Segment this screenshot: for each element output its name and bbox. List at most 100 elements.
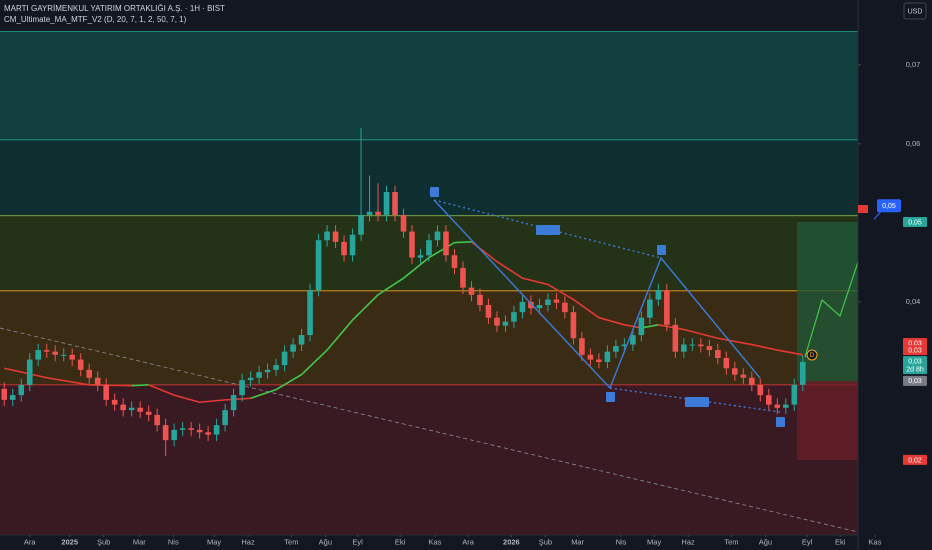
y-tick-label: 0,07 [906, 60, 921, 69]
price-badge-label: 0,03 [908, 378, 922, 385]
candle-body [604, 351, 611, 362]
stop-zone [797, 381, 858, 460]
pattern-d-label: D [810, 352, 815, 359]
x-tick-label: Kas [428, 537, 441, 546]
x-tick-label: Mar [133, 537, 146, 546]
callout-label: 0,05 [882, 203, 896, 210]
candle-body [137, 407, 143, 412]
x-tick-label: 2025 [61, 537, 78, 546]
candle-body [375, 211, 381, 215]
pattern-point [776, 417, 785, 427]
candle-body [706, 346, 713, 351]
candle-body [35, 350, 42, 360]
candle-body [349, 234, 356, 256]
candle-body [239, 380, 245, 396]
price-badge-label: 0,03 [908, 358, 922, 365]
level-zone [0, 290, 858, 385]
candle-body [26, 359, 33, 385]
x-tick-label: Ara [24, 537, 37, 546]
candle-body [681, 344, 687, 352]
candle-body [519, 301, 526, 313]
price-badge [903, 356, 927, 375]
candle-body [757, 384, 764, 396]
alert-flag [858, 205, 868, 213]
candle-body [596, 359, 602, 362]
candle-body [111, 399, 118, 405]
candle-body [672, 324, 679, 352]
candle-body [655, 290, 662, 300]
level-zone [0, 139, 858, 216]
candle-body [749, 377, 755, 385]
candle-body [621, 344, 628, 347]
candle-body [562, 302, 568, 313]
candle-body [128, 407, 135, 411]
pattern-leg [433, 199, 761, 390]
candle-body [315, 240, 322, 291]
ma-line [4, 367, 132, 387]
price-axis-background [858, 0, 932, 550]
candle-body [664, 290, 670, 325]
x-tick-label: Ara [462, 537, 475, 546]
candle-body [222, 410, 228, 426]
candle-body [774, 404, 781, 408]
x-tick-label: Eyl [802, 537, 813, 546]
candle-body [723, 357, 730, 369]
x-tick-label: Tem [724, 537, 738, 546]
x-tick-label: Şub [97, 537, 110, 546]
candle-body [256, 372, 262, 378]
candle-body [290, 344, 296, 352]
candle-body [460, 267, 466, 288]
currency-button[interactable] [903, 2, 927, 20]
candle-body [587, 354, 594, 360]
candle-body [494, 317, 500, 326]
candle-body [264, 369, 271, 373]
price-badge [903, 345, 927, 356]
x-tick-label: Eyl [352, 537, 363, 546]
pattern-point [657, 245, 666, 255]
price-badge-label: 0,02 [908, 457, 922, 464]
candle-body [434, 231, 441, 241]
x-tick-label: Haz [241, 537, 255, 546]
candle-body [698, 344, 704, 347]
candle-body [341, 241, 347, 256]
level-zone [0, 31, 858, 140]
pattern-point [430, 187, 439, 197]
candle-body [536, 305, 543, 309]
candle-body [732, 368, 738, 375]
candle-body [689, 344, 696, 346]
candle-body [188, 428, 194, 430]
candle-body [426, 240, 432, 256]
candle-body [417, 255, 424, 258]
candle-body [145, 411, 152, 415]
candle-body [409, 231, 415, 258]
time-axis-background [0, 535, 858, 550]
ma-line [641, 324, 659, 329]
price-badge [903, 217, 927, 228]
callout-box [877, 199, 901, 213]
candle-body [366, 211, 373, 215]
x-tick-label: Eki [835, 537, 846, 546]
candle-body [443, 231, 449, 256]
pattern-ratio-box [685, 397, 709, 407]
candle-body [791, 384, 798, 405]
candle-body [43, 350, 50, 352]
x-tick-label: Nis [616, 537, 627, 546]
y-tick-label: 0,06 [906, 139, 921, 148]
harmonic-pattern: D [430, 187, 869, 427]
ma-line [131, 384, 149, 387]
candle-body [570, 312, 577, 339]
x-tick-label: May [647, 537, 661, 546]
candle-body [647, 299, 653, 318]
candle-body [86, 369, 92, 378]
candle-body [9, 395, 16, 400]
candle-body [553, 299, 560, 303]
indicator-label: CM_Ultimate_MA_MTF_V2 (D, 20, 7, 1, 2, 5… [4, 15, 187, 24]
zones [0, 31, 858, 535]
pattern-d-marker [806, 349, 818, 361]
candle-body [120, 404, 126, 411]
candle-body [502, 321, 509, 326]
candle-body [528, 301, 534, 309]
candle-body [154, 414, 160, 426]
currency-label[interactable]: USD [908, 8, 923, 15]
axes: 0,07 0,06 0,04 Ara 2025 Şub Mar Nis May Haz Tem Ağu… [24, 60, 927, 546]
